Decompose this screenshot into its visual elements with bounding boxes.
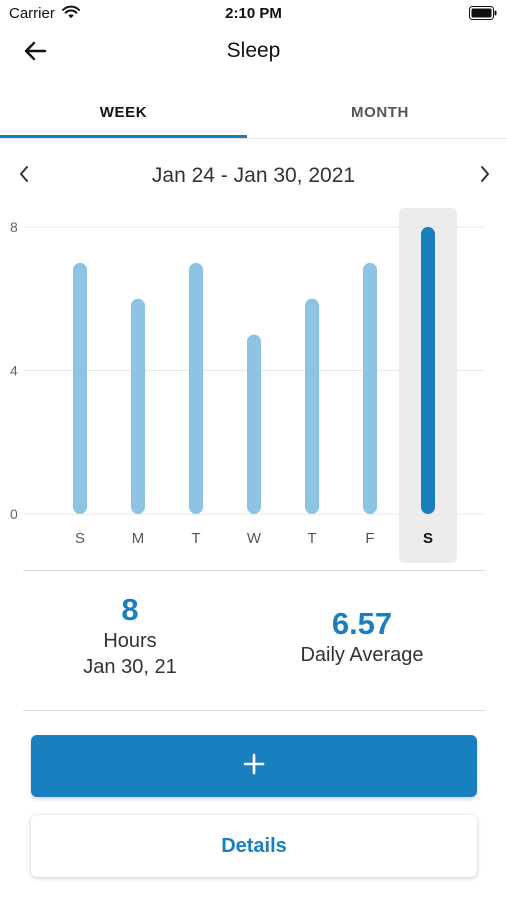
x-tick-label: S [75,530,85,547]
bar-6 [421,227,435,514]
bar-5 [363,262,377,514]
status-time: 2:10 PM [225,5,282,22]
details-button[interactable]: Details [31,815,477,877]
add-entry-button[interactable] [31,735,477,797]
tab-month[interactable]: MONTH [351,103,409,121]
daily-average-stat: 6.57 Daily Average [262,606,462,668]
period-tabs: WEEK MONTH [0,86,507,139]
arrow-left-icon [23,41,47,66]
battery-icon [469,6,497,25]
chevron-left-icon [18,165,30,188]
x-tick-label: T [191,530,200,547]
daily-average-label: Daily Average [300,644,424,666]
date-range-label: Jan 24 - Jan 30, 2021 [151,164,356,187]
x-tick-label: M [132,530,145,547]
next-week-button[interactable] [472,163,498,189]
carrier-label: Carrier [9,5,55,22]
y-tick-label: 8 [10,219,18,235]
y-tick-label: 4 [10,363,18,379]
selected-date: Jan 30, 21 [83,656,177,678]
bar-3 [247,334,261,514]
bar-2 [189,262,203,514]
tab-indicator [0,135,247,138]
divider [23,710,485,711]
selected-hours-value: 8 [121,592,139,627]
x-tick-label: F [365,530,374,547]
wifi-icon [62,5,80,24]
daily-average-value: 6.57 [331,606,393,641]
bar-4 [305,298,319,514]
selected-day-stat: 8 Hours Jan 30, 21 [30,592,230,680]
bar-1 [131,298,145,514]
x-tick-label: S [423,530,433,547]
divider [23,570,485,571]
plus-icon [242,752,266,781]
selected-hours-unit: Hours [103,630,157,652]
status-bar: Carrier 2:10 PM [0,0,507,30]
tab-week[interactable]: WEEK [99,103,148,121]
chevron-right-icon [479,165,491,188]
bar-0 [73,262,87,514]
page-title: Sleep [226,39,281,62]
y-tick-label: 0 [10,506,18,522]
chart-canvas: 0 4 8 S M T W T F S [10,208,485,563]
back-button[interactable] [20,38,50,68]
previous-week-button[interactable] [11,163,37,189]
sleep-bar-chart: 0 4 8 S M T W T F S [0,200,507,570]
x-tick-label: W [247,530,262,547]
x-tick-label: T [307,530,316,547]
